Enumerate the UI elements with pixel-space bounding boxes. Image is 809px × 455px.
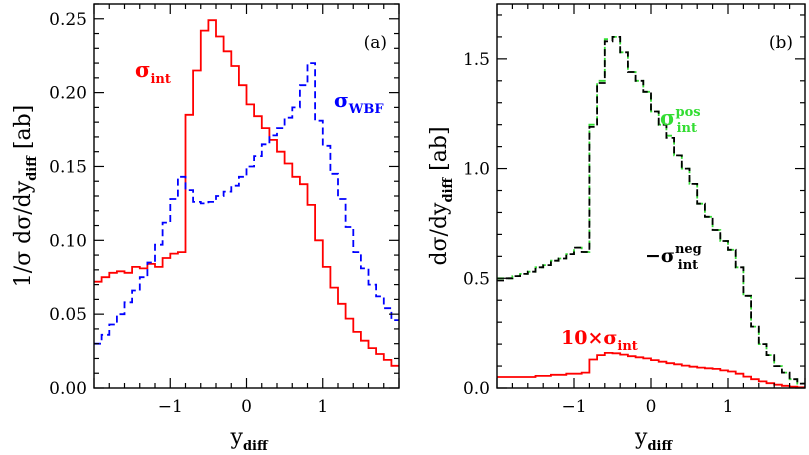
x-tick-label: −1 <box>158 397 183 417</box>
y-tick-label: 1.5 <box>463 50 490 70</box>
x-axis-label: ydiff <box>634 425 673 454</box>
y-tick-label: 0.00 <box>49 379 87 399</box>
series-label-3: 10×σint <box>561 327 638 354</box>
series-line-2 <box>94 62 399 345</box>
panel-label: (b) <box>769 33 793 53</box>
y-tick-label: 0.5 <box>463 269 490 289</box>
series-label-1: σint <box>135 57 171 87</box>
y-tick-label: 1.0 <box>463 160 490 180</box>
y-axis-label: 1/σ dσ/dydiff [ab] <box>11 105 40 288</box>
series-label-2: σWBF <box>334 88 384 117</box>
series-label-2: −σneg int <box>645 242 702 273</box>
y-tick-label: 0.0 <box>463 379 490 399</box>
x-tick-label: 0 <box>241 397 252 417</box>
y-tick-label: 0.05 <box>49 305 87 325</box>
y-tick-label: 0.10 <box>49 231 87 251</box>
series-label-1: σpos int <box>660 105 701 136</box>
y-tick-label: 0.15 <box>49 157 87 177</box>
x-tick-label: 1 <box>317 397 328 417</box>
series-line-1 <box>94 19 399 367</box>
panel-a: −1 0 1 0.00 0.05 0.10 0.15 0.20 0.25 (a) ydiff 1/σ … <box>11 3 400 454</box>
panel-label: (a) <box>364 33 387 53</box>
series-line-3 <box>497 352 805 388</box>
y-tick-label: 0.20 <box>49 84 87 104</box>
y-tick-label: 0.25 <box>49 10 87 30</box>
y-axis-label: dσ/dydiff [ab] <box>427 126 456 265</box>
x-axis-label: ydiff <box>230 425 269 454</box>
x-tick-label: 1 <box>723 397 734 417</box>
series-line-2 <box>497 36 805 385</box>
x-tick-label: −1 <box>561 397 586 417</box>
panel-b: −1 0 1 0.0 0.5 1.0 1.5 (b) ydiff dσ/dydiff [ab] σp… <box>427 3 806 454</box>
x-tick-label: 0 <box>646 397 657 417</box>
